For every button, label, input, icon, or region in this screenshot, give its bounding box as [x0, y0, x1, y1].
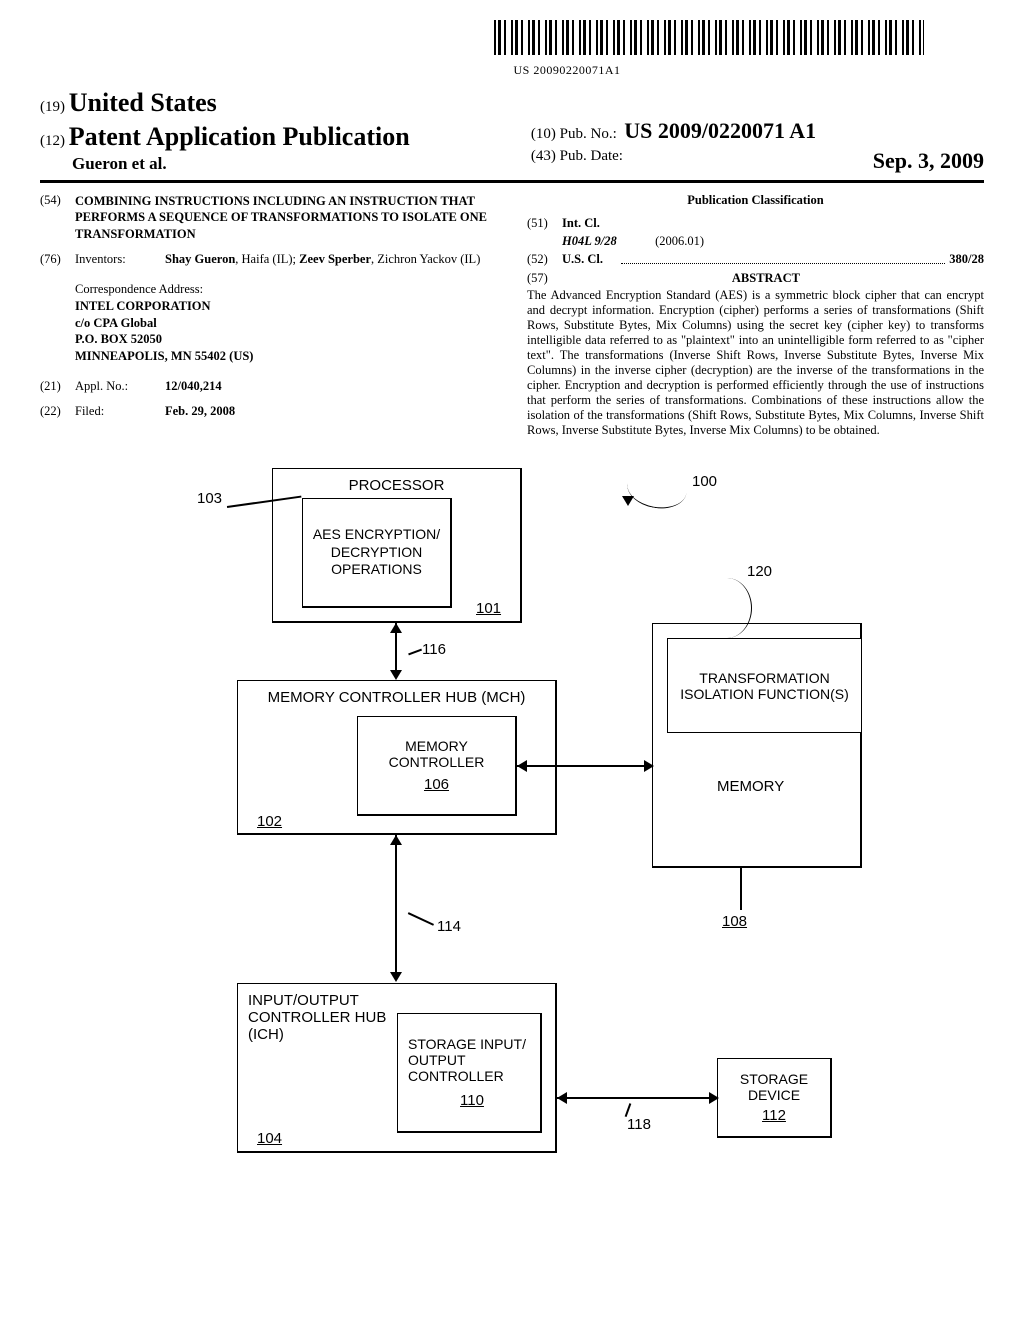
- right-column: Publication Classification (51) Int. Cl.…: [527, 193, 984, 438]
- appl-val: 12/040,214: [165, 379, 497, 394]
- invention-title: COMBINING INSTRUCTIONS INCLUDING AN INST…: [75, 193, 497, 242]
- inventors-content: Shay Gueron, Haifa (IL); Zeev Sperber, Z…: [165, 252, 497, 267]
- left-column: (54) COMBINING INSTRUCTIONS INCLUDING AN…: [40, 193, 497, 438]
- transform-box: TRANSFORMATION ISOLATION FUNCTION(S): [667, 638, 862, 733]
- filed-val: Feb. 29, 2008: [165, 404, 497, 419]
- appl-row: (21) Appl. No.: 12/040,214: [40, 379, 497, 394]
- uscl-val: 380/28: [949, 252, 984, 267]
- ref-114: 114: [437, 918, 461, 935]
- intcl-cls: H04L 9/28: [562, 234, 652, 249]
- ich-label: INPUT/OUTPUT CONTROLLER HUB (ICH): [248, 992, 388, 1043]
- pub-no: US 2009/0220071 A1: [624, 118, 816, 143]
- storage-io-box: STORAGE INPUT/ OUTPUT CONTROLLER 110: [397, 1013, 542, 1133]
- ref-112: 112: [762, 1107, 786, 1124]
- title-num: (54): [40, 193, 75, 242]
- memctrl-label: MEMORY CONTROLLER: [372, 738, 502, 770]
- uscl-row: (52) U.S. Cl. 380/28: [527, 252, 984, 267]
- corr-2: c/o CPA Global: [75, 315, 497, 332]
- ref-108: 108: [722, 913, 747, 930]
- mch-label: MEMORY CONTROLLER HUB (MCH): [268, 689, 526, 706]
- ref-116: 116: [422, 641, 446, 658]
- pub-no-line: (10) Pub. No.: US 2009/0220071 A1: [531, 118, 984, 144]
- corr-4: MINNEAPOLIS, MN 55402 (US): [75, 348, 497, 365]
- abstract-label: ABSTRACT: [732, 271, 800, 285]
- aes-box: AES ENCRYPTION/ DECRYPTION OPERATIONS: [302, 498, 452, 608]
- aes-label: AES ENCRYPTION/ DECRYPTION OPERATIONS: [312, 526, 442, 579]
- ref-106: 106: [424, 776, 449, 793]
- intcl-date: (2006.01): [655, 234, 704, 248]
- ref-110: 110: [460, 1092, 484, 1109]
- processor-label: PROCESSOR: [349, 477, 445, 494]
- uscl-label: U.S. Cl.: [562, 252, 617, 267]
- corr-3: P.O. BOX 52050: [75, 331, 497, 348]
- ref-104: 104: [257, 1130, 282, 1147]
- pub-no-num: (10): [531, 126, 556, 142]
- appl-label: Appl. No.:: [75, 379, 165, 394]
- figure-diagram: 100 PROCESSOR AES ENCRYPTION/ DECRYPTION…: [162, 468, 862, 1168]
- ref-100: 100: [692, 473, 717, 490]
- title-row: (54) COMBINING INSTRUCTIONS INCLUDING AN…: [40, 193, 497, 242]
- authors: Gueron et al.: [40, 154, 493, 174]
- ref-118: 118: [627, 1116, 651, 1133]
- intcl-row: (51) Int. Cl.: [527, 216, 984, 231]
- pub-no-label: Pub. No.:: [560, 126, 617, 142]
- abstract-heading: (57) ABSTRACT: [527, 271, 984, 286]
- pub-type-line: (12) Patent Application Publication: [40, 122, 493, 152]
- intcl-label: Int. Cl.: [562, 216, 617, 231]
- country-num: (19): [40, 99, 65, 115]
- corr-1: INTEL CORPORATION: [75, 298, 497, 315]
- filed-label: Filed:: [75, 404, 165, 419]
- ref-101: 101: [476, 600, 501, 617]
- ref-120: 120: [747, 563, 772, 580]
- storage-device-label: STORAGE DEVICE: [727, 1071, 822, 1103]
- filed-num: (22): [40, 404, 75, 419]
- pub-date-num: (43): [531, 148, 556, 164]
- inventors-row: (76) Inventors: Shay Gueron, Haifa (IL);…: [40, 252, 497, 267]
- pub-type-num: (12): [40, 133, 65, 149]
- inventors-num: (76): [40, 252, 75, 267]
- ref-102: 102: [257, 813, 282, 830]
- header: (19) United States (12) Patent Applicati…: [40, 88, 984, 174]
- pub-date: Sep. 3, 2009: [873, 148, 984, 174]
- inventors-label: Inventors:: [75, 252, 165, 267]
- header-rule: [40, 180, 984, 183]
- appl-num: (21): [40, 379, 75, 394]
- bibliographic-columns: (54) COMBINING INSTRUCTIONS INCLUDING AN…: [40, 193, 984, 438]
- barcode-number: US 20090220071A1: [210, 63, 924, 78]
- intcl-num: (51): [527, 216, 562, 231]
- pub-date-label: Pub. Date:: [560, 148, 623, 164]
- country-line: (19) United States: [40, 88, 493, 118]
- uscl-dots: [621, 263, 945, 264]
- pub-class-head: Publication Classification: [527, 193, 984, 208]
- country: United States: [69, 88, 217, 117]
- pub-type: Patent Application Publication: [69, 122, 410, 151]
- uscl-num: (52): [527, 252, 562, 267]
- transform-label: TRANSFORMATION ISOLATION FUNCTION(S): [680, 670, 850, 702]
- header-right: (10) Pub. No.: US 2009/0220071 A1 (43) P…: [531, 118, 984, 174]
- storage-device-box: STORAGE DEVICE 112: [717, 1058, 832, 1138]
- storage-io-label: STORAGE INPUT/ OUTPUT CONTROLLER: [408, 1036, 528, 1084]
- filed-row: (22) Filed: Feb. 29, 2008: [40, 404, 497, 419]
- corr-label: Correspondence Address:: [75, 281, 497, 298]
- ref-103: 103: [197, 490, 222, 507]
- header-left: (19) United States (12) Patent Applicati…: [40, 88, 493, 174]
- memory-label: MEMORY: [717, 778, 784, 795]
- barcode-graphic: [494, 20, 924, 55]
- intcl-line: H04L 9/28 (2006.01): [562, 234, 984, 249]
- pub-date-line: (43) Pub. Date: Sep. 3, 2009: [531, 148, 984, 165]
- abstract-num: (57): [527, 271, 548, 286]
- memctrl-box: MEMORY CONTROLLER 106: [357, 716, 517, 816]
- correspondence-address: Correspondence Address: INTEL CORPORATIO…: [75, 281, 497, 365]
- barcode-region: US 20090220071A1: [40, 20, 924, 78]
- abstract-body: The Advanced Encryption Standard (AES) i…: [527, 288, 984, 438]
